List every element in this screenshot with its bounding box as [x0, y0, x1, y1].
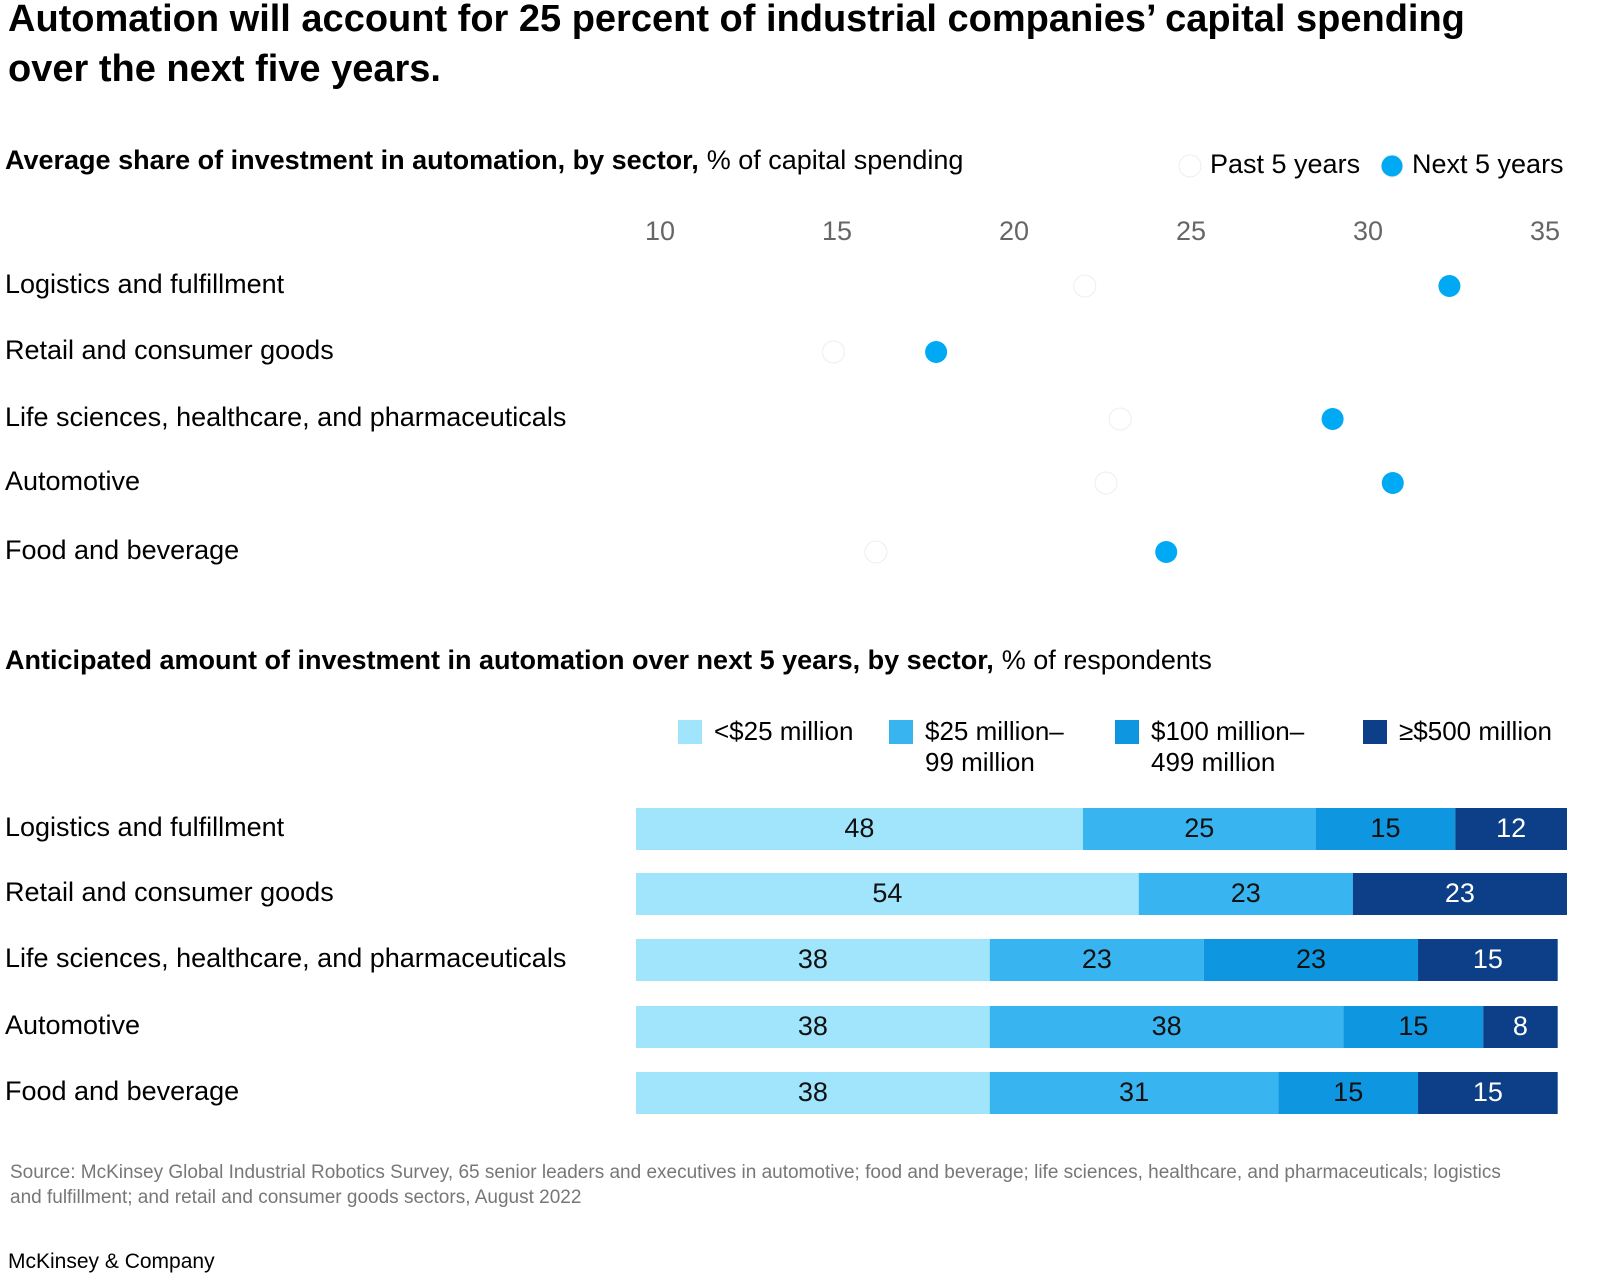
bar-segment	[636, 808, 1083, 850]
page-title: Automation will account for 25 percent o…	[8, 0, 1465, 90]
category-label: Food and beverage	[5, 1076, 240, 1106]
category-label: Logistics and fulfillment	[5, 269, 285, 299]
bar-segment	[1418, 939, 1558, 981]
value-label: 12	[1496, 813, 1526, 843]
unit-label: % of capital spending	[706, 145, 964, 175]
category-label: Retail and consumer goods	[5, 335, 334, 365]
value-label: 15	[1473, 1077, 1503, 1107]
dot	[821, 340, 845, 364]
dot	[1381, 472, 1404, 494]
value-label: 15	[1398, 1011, 1428, 1041]
value-label: 38	[1152, 1011, 1182, 1041]
value-label: 15	[1333, 1077, 1363, 1107]
value-label: 15	[1370, 813, 1400, 843]
bar-segment	[1343, 1006, 1484, 1048]
bar-segment	[1082, 808, 1316, 850]
footer: McKinsey & Company	[8, 1250, 215, 1273]
value-label: 38	[798, 1077, 828, 1107]
bar-segment	[636, 1072, 990, 1114]
category-label: Life sciences, healthcare, and pharmaceu…	[5, 402, 567, 432]
chart-title: Anticipated amount of investment in auto…	[5, 645, 994, 675]
dot	[1094, 471, 1118, 495]
value-label: 38	[798, 944, 828, 974]
value-label: 38	[798, 1011, 828, 1041]
chart-title: Average share of investment in automatio…	[5, 145, 699, 175]
value-label: 48	[844, 813, 874, 843]
x-tick-label: 10	[645, 216, 675, 246]
value-label: 23	[1296, 944, 1326, 974]
dot	[1438, 275, 1461, 297]
bar-segment	[1138, 873, 1353, 915]
bar-segment	[989, 939, 1204, 981]
value-label: 23	[1445, 878, 1475, 908]
dot	[1321, 408, 1344, 430]
legend-label: $25 million–99 million	[925, 716, 1064, 777]
x-tick-label: 20	[999, 216, 1029, 246]
bar-segment	[989, 1006, 1344, 1048]
bar-segment	[1418, 1072, 1558, 1114]
bar-segment	[1483, 1006, 1558, 1048]
legend-label: $100 million–499 million	[1151, 716, 1305, 777]
unit-label: % of respondents	[1001, 645, 1212, 675]
legend-swatch	[1178, 154, 1202, 178]
value-label: 8	[1513, 1011, 1528, 1041]
legend-swatch	[889, 720, 913, 744]
value-label: 23	[1082, 944, 1112, 974]
legend-swatch	[1363, 720, 1387, 744]
value-label: 25	[1184, 813, 1214, 843]
value-label: 15	[1473, 944, 1503, 974]
x-tick-label: 15	[822, 216, 852, 246]
dot	[1073, 274, 1097, 298]
bar-segment	[1203, 939, 1419, 981]
legend-swatch	[1115, 720, 1139, 744]
bar-segment	[1352, 873, 1567, 915]
x-tick-label: 25	[1176, 216, 1206, 246]
bar-segment	[636, 1006, 990, 1048]
legend-swatch	[678, 720, 702, 744]
bar-segment	[636, 939, 990, 981]
category-label: Retail and consumer goods	[5, 877, 334, 907]
legend-label: ≥$500 million	[1399, 716, 1553, 746]
category-label: Logistics and fulfillment	[5, 812, 285, 842]
category-label: Automotive	[5, 466, 141, 496]
legend-label: Past 5 years	[1210, 149, 1361, 179]
category-label: Automotive	[5, 1010, 141, 1040]
bar-segment	[989, 1072, 1279, 1114]
dot	[925, 341, 948, 363]
value-label: 23	[1231, 878, 1261, 908]
dot	[864, 540, 888, 564]
chart-heading: Anticipated amount of investment in auto…	[5, 645, 1212, 676]
legend-swatch	[1380, 154, 1404, 178]
bar-segment	[636, 873, 1139, 915]
bar-segment	[1315, 808, 1456, 850]
value-label: 31	[1119, 1077, 1149, 1107]
bar-segment	[1455, 808, 1567, 850]
category-label: Life sciences, healthcare, and pharmaceu…	[5, 943, 567, 973]
x-tick-label: 35	[1530, 216, 1560, 246]
dot	[1155, 541, 1178, 563]
source-note: Source: McKinsey Global Industrial Robot…	[10, 1162, 1501, 1208]
value-label: 54	[872, 878, 902, 908]
chart-heading: Average share of investment in automatio…	[5, 145, 963, 176]
x-tick-label: 30	[1353, 216, 1383, 246]
category-label: Food and beverage	[5, 535, 240, 565]
bar-segment	[1278, 1072, 1419, 1114]
dot	[1108, 407, 1132, 431]
legend-label: Next 5 years	[1412, 149, 1564, 179]
legend-label: <$25 million	[714, 716, 854, 746]
